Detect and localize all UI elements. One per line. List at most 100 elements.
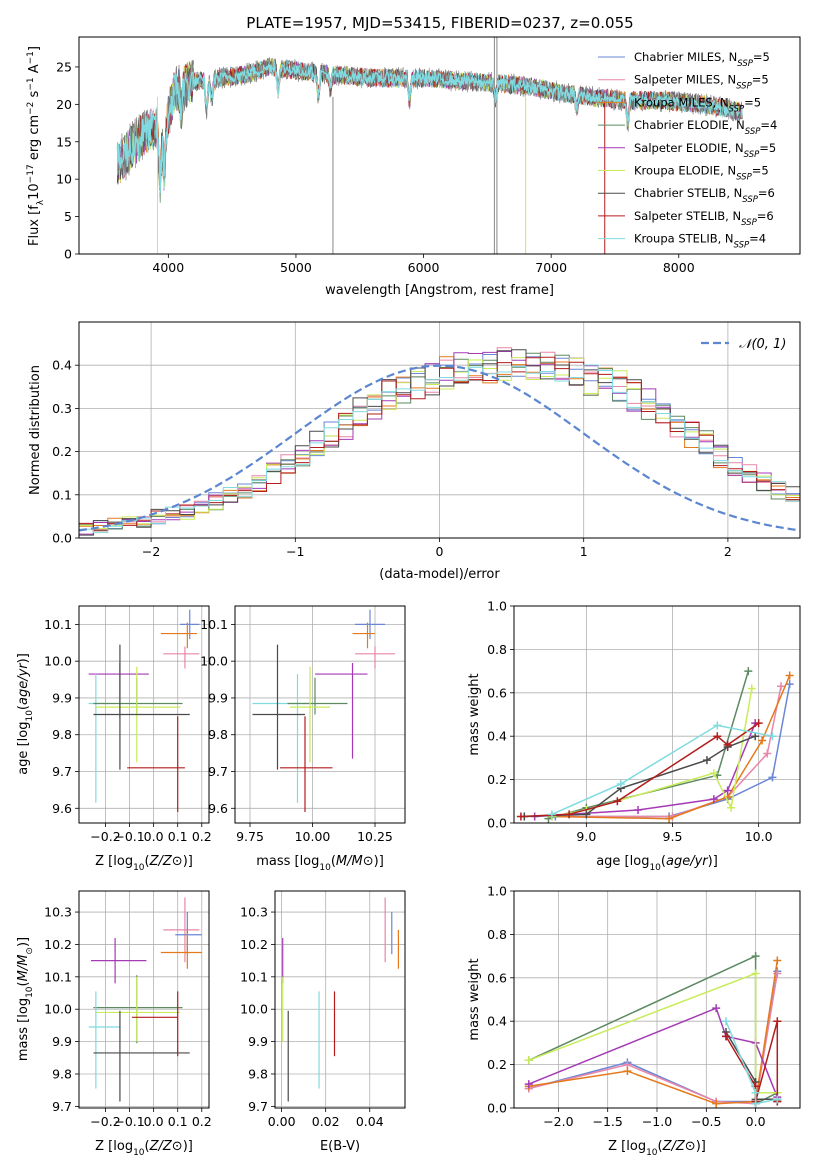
mass_vs_Z-xtick-label: 0.0 bbox=[144, 1114, 164, 1129]
age_vs_Z-ytick-label: 9.8 bbox=[52, 727, 72, 742]
weight_vs_Z-line-salpeter-stelib-marker bbox=[773, 1017, 782, 1026]
age_vs_Z-ylabel-part: )] bbox=[16, 653, 31, 663]
weight_vs_age-xtick-label: 9.0 bbox=[576, 829, 596, 844]
mass_vs_Z-point-kroupa-elodie bbox=[95, 976, 181, 1042]
spectrum-best-model-line bbox=[116, 61, 743, 193]
spectrum-legend-label-part: SSP bbox=[729, 104, 745, 114]
spectrum-legend-label-part: =4 bbox=[749, 232, 766, 246]
spectrum-legend-label-part: Kroupa ELODIE, N bbox=[634, 164, 736, 178]
weight_vs_Z-line-kroupa-elodie-marker bbox=[524, 1056, 533, 1065]
spectrum-legend-label-part: =5 bbox=[752, 164, 769, 178]
weight_vs_Z-line-kroupa-miles-marker bbox=[773, 956, 782, 965]
weight_vs_Z-line-kroupa-miles-marker bbox=[712, 1099, 721, 1108]
residuals-ytick-label: 0.4 bbox=[52, 358, 72, 373]
weight_vs_age-frame bbox=[513, 605, 801, 824]
residuals-ytick-label: 0.1 bbox=[52, 487, 72, 502]
weight_vs_age-ylabel: mass weight bbox=[467, 673, 482, 755]
mass_vs_Z-xlabel-part: )] bbox=[183, 1139, 193, 1154]
weight_vs_Z-ytick-label: 0.2 bbox=[487, 1057, 507, 1072]
weight_vs_age-ytick-label: 0.0 bbox=[487, 816, 507, 831]
age_vs_mass-plot-area bbox=[235, 606, 405, 823]
weight_vs_age-line-chabrier-miles-marker bbox=[768, 773, 777, 782]
age_vs_Z-xlabel-part: )] bbox=[183, 854, 193, 869]
age_vs_mass-xtick-label: 10.00 bbox=[295, 829, 331, 844]
weight_vs_Z-xlabel-part: 10 bbox=[646, 1148, 658, 1158]
age_vs_Z-point-chabrier-stelib bbox=[93, 644, 190, 770]
spectrum-ylabel-part: −1 bbox=[26, 77, 36, 90]
mass_vs_EBV-plot-area bbox=[275, 891, 405, 1108]
spectrum-legend-label-part: Salpeter STELIB, N bbox=[634, 209, 741, 223]
age_vs_Z-ytick-label: 9.7 bbox=[52, 764, 72, 779]
spectrum-legend-label-part: SSP bbox=[736, 173, 752, 183]
mass_vs_Z-frame bbox=[78, 890, 210, 1109]
age_vs_mass-ytick-label: 10.1 bbox=[200, 617, 228, 632]
mass_vs_Z-content bbox=[88, 897, 202, 1102]
weight_vs_age-line-salpeter-stelib-marker bbox=[613, 797, 622, 806]
spectrum-legend-label-part: SSP bbox=[737, 59, 753, 69]
weight_vs_age-content bbox=[516, 667, 794, 823]
age_vs_Z-point-salpeter-stelib bbox=[127, 716, 185, 812]
weight_vs_age-xlabel-part: ( bbox=[661, 854, 666, 869]
mass_vs_EBV-xlabel: E(B-V) bbox=[320, 1139, 360, 1154]
spectrum-legend-label-part: Chabrier ELODIE, N bbox=[634, 118, 745, 132]
weight_vs_age-xlabel-part: 10 bbox=[649, 863, 661, 873]
weight_vs_age-line-salpeter-miles-marker bbox=[777, 682, 786, 691]
spectrum-ylabel-part: s bbox=[27, 90, 42, 101]
spectrum-legend-label-part: =6 bbox=[758, 186, 775, 200]
weight_vs_Z-xtick-label: −0.5 bbox=[691, 1114, 721, 1129]
residuals-xtick-label: −2 bbox=[142, 544, 160, 559]
weight_vs_age-line-kroupa-elodie-marker bbox=[747, 684, 756, 693]
residuals-xtick-label: 1 bbox=[580, 544, 588, 559]
age_vs_mass-xlabel: mass [log10(M/M⊙)] bbox=[256, 854, 384, 873]
spectrum-panel: 4000 5000 6000 7000 8000 0 5 10 15 20 25 Chabrier M… bbox=[26, 36, 801, 298]
spectrum-content bbox=[116, 37, 743, 254]
age_vs_Z-xlabel-part: ( bbox=[145, 854, 150, 869]
spectrum-legend-label-part: =5 bbox=[759, 141, 776, 155]
weight_vs_age-line-kroupa-stelib-marker bbox=[616, 779, 625, 788]
mass_vs_EBV-ytick-label: 10.3 bbox=[240, 905, 268, 920]
weight_vs_Z-xtick-label: −1.5 bbox=[593, 1114, 623, 1129]
age_vs_Z-xtick-label: 0.0 bbox=[144, 829, 164, 844]
weight_vs_Z-line-kroupa-miles-marker bbox=[623, 1067, 632, 1076]
weight_vs_age-line-salpeter-stelib-marker bbox=[565, 810, 574, 819]
mass_vs_Z-xtick-label: 0.2 bbox=[192, 1114, 212, 1129]
spectrum-ylabel-part: A bbox=[27, 64, 42, 77]
age_vs_mass-content bbox=[252, 609, 395, 812]
weight_vs_age-line-salpeter-stelib bbox=[520, 722, 760, 818]
weight_vs_Z-xlabel-part: Z/Z⊙ bbox=[662, 1139, 696, 1154]
spectrum-legend-label-part: Salpeter ELODIE, N bbox=[634, 141, 744, 155]
weight_vs_Z-line-kroupa-stelib bbox=[725, 1020, 778, 1105]
age_vs_mass-ytick-label: 10.0 bbox=[200, 654, 228, 669]
residuals-panel: −2 −1 0 1 2 0.0 0.1 0.2 0.3 0.4 𝒩(0, 1) (data-model… bbox=[28, 321, 801, 582]
weight_vs_age-line-chabrier-stelib-marker bbox=[702, 756, 711, 765]
spectrum-ytick-label: 20 bbox=[56, 97, 72, 112]
spectrum-xtick-label: 5000 bbox=[280, 260, 312, 275]
mass_vs_Z-ytick-label: 10.0 bbox=[44, 1002, 72, 1017]
weight_vs_age-line-salpeter-stelib-marker bbox=[713, 732, 722, 741]
weight_vs_age-line-kroupa-elodie-marker bbox=[709, 769, 718, 778]
spectrum-legend-label: Kroupa MILES, NSSP=5 bbox=[634, 95, 761, 114]
spectrum-legend-label-part: Kroupa MILES, N bbox=[634, 95, 729, 109]
weight_vs_Z-line-kroupa-stelib-marker bbox=[751, 1088, 760, 1097]
spectrum-legend-label-part: SSP bbox=[744, 150, 760, 160]
mass_vs_Z-panel: −0.2−0.10.0 0.1 0.2 9.7 9.8 9.9 10.0 10.1 10.2 10… bbox=[16, 890, 212, 1158]
age_vs_Z-frame bbox=[78, 605, 210, 824]
mass_vs_EBV-xtick-label: 0.04 bbox=[356, 1114, 384, 1129]
residuals-xtick-label: −1 bbox=[286, 544, 304, 559]
age_vs_mass-point-salpeter-miles bbox=[355, 646, 395, 669]
weight_vs_Z-ytick-label: 0.0 bbox=[487, 1101, 507, 1116]
spectrum-ytick-label: 0 bbox=[64, 247, 72, 262]
spectrum-legend-label: Salpeter STELIB, NSSP=6 bbox=[634, 209, 774, 228]
residuals-xtick-label: 2 bbox=[724, 544, 732, 559]
spectrum-frame bbox=[78, 36, 801, 255]
age_vs_Z-ytick-label: 9.6 bbox=[52, 801, 72, 816]
weight_vs_age-line-chabrier-miles-marker bbox=[785, 680, 794, 689]
spectrum-ylabel: Flux [fλ10−17 erg cm−2 s−1 A−1] bbox=[26, 46, 46, 246]
mass_vs_Z-ytick-label: 10.3 bbox=[44, 905, 72, 920]
weight_vs_age-line-kroupa-stelib-marker bbox=[547, 810, 556, 819]
mass_vs_Z-xlabel-part: 10 bbox=[133, 1148, 145, 1158]
spectrum-ylabel-part: Flux [f bbox=[27, 205, 42, 246]
mass_vs_Z-ylabel-part: mass [log bbox=[16, 998, 31, 1061]
age_vs_Z-point-chabrier-miles bbox=[180, 609, 200, 640]
